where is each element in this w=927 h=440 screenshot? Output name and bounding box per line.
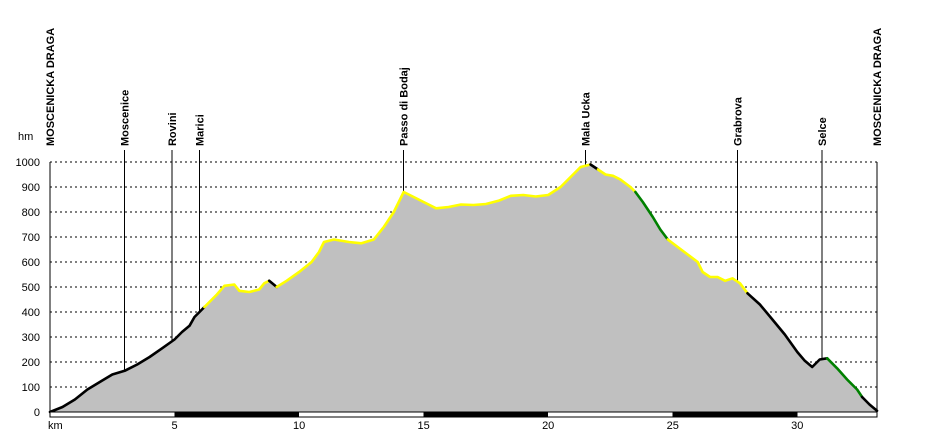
- x-tick-label-15: 15: [418, 420, 430, 432]
- elevation-area: [50, 164, 877, 412]
- waypoint-label-3: Marici: [194, 114, 206, 146]
- elevation-segment-0-black: [48, 305, 206, 414]
- elevation-segment-2-black: [267, 279, 279, 289]
- waypoint-label-8: MOSCENICKA DRAGA: [872, 28, 884, 146]
- x-axis-band-1: [423, 412, 549, 417]
- labels: 0 100 200 300 400 500 600 700 800 900 1000 MOSCENIC…: [16, 28, 884, 432]
- y-tick-label-900: 900: [22, 182, 40, 194]
- y-tick-label-300: 300: [22, 332, 40, 344]
- waypoint-label-1: Moscenice: [120, 90, 132, 146]
- elevation-segment-9-green: [825, 356, 864, 399]
- y-tick-label-500: 500: [22, 282, 40, 294]
- waypoint-label-5: Mala Ucka: [581, 91, 593, 146]
- elevation-segment-3-yellow: [275, 163, 592, 289]
- y-axis-unit-label: hm: [18, 131, 33, 143]
- elevation-segment-1-yellow: [203, 279, 271, 309]
- elevation-segment-4-black: [589, 163, 600, 171]
- y-tick-label-100: 100: [22, 382, 40, 394]
- y-tick-label-0: 0: [34, 407, 40, 419]
- waypoint-label-0: MOSCENICKA DRAGA: [45, 28, 57, 146]
- elevation-segment-5-yellow: [596, 168, 637, 194]
- axes: [49, 162, 878, 418]
- elevation-line: [48, 163, 879, 414]
- y-tick-label-600: 600: [22, 257, 40, 269]
- waypoint-label-4: Passo di Bodaj: [399, 67, 411, 146]
- y-tick-label-400: 400: [22, 307, 40, 319]
- elevation-segment-6-green: [634, 190, 670, 241]
- y-tick-label-200: 200: [22, 357, 40, 369]
- waypoint-label-2: Rovini: [167, 112, 179, 146]
- elevation-fill: [50, 164, 877, 412]
- x-tick-label-20: 20: [542, 420, 554, 432]
- elevation-segment-10-black: [860, 395, 879, 413]
- x-axis-unit-label: km: [48, 420, 63, 432]
- x-axis-band-2: [672, 412, 798, 417]
- x-axis-band-0: [174, 412, 300, 417]
- x-tick-label-30: 30: [791, 420, 803, 432]
- y-tick-label-800: 800: [22, 207, 40, 219]
- elevation-segment-8-black: [746, 291, 829, 369]
- x-tick-label-10: 10: [293, 420, 305, 432]
- elevation-segment-7-yellow: [666, 238, 749, 295]
- x-tick-label-5: 5: [171, 420, 177, 432]
- x-tick-label-25: 25: [667, 420, 679, 432]
- y-tick-label-700: 700: [22, 232, 40, 244]
- waypoint-label-6: Grabrova: [733, 96, 745, 146]
- y-tick-label-1000: 1000: [16, 157, 40, 169]
- waypoint-label-7: Selce: [817, 117, 829, 146]
